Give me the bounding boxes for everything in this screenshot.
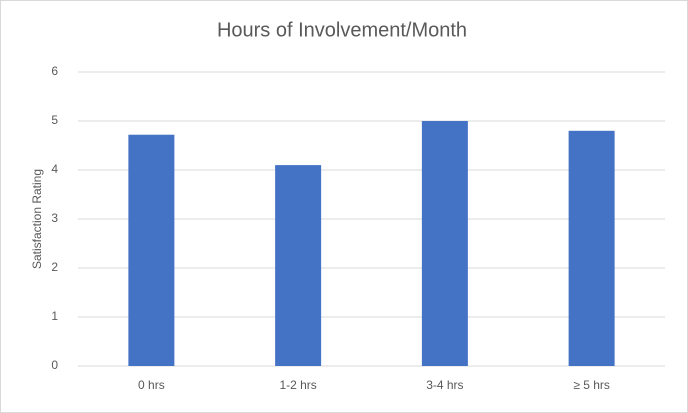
- bar: [275, 165, 322, 366]
- y-tick-label: 2: [51, 260, 58, 274]
- y-axis-label: Satisfaction Rating: [30, 169, 44, 269]
- bar: [128, 134, 175, 366]
- y-tick-label: 4: [51, 162, 58, 176]
- y-tick-label: 5: [51, 113, 58, 127]
- x-tick-label: 3-4 hrs: [426, 378, 463, 392]
- chart-title: Hours of Involvement/Month: [217, 19, 467, 41]
- y-tick-label: 0: [51, 358, 58, 372]
- y-tick-label: 1: [51, 309, 58, 323]
- x-tick-label: 0 hrs: [138, 378, 165, 392]
- y-tick-label: 6: [51, 64, 58, 78]
- bar: [421, 121, 468, 366]
- x-tick-label: ≥ 5 hrs: [573, 378, 610, 392]
- bar: [568, 130, 615, 366]
- y-tick-label: 3: [51, 211, 58, 225]
- x-tick-label: 1-2 hrs: [279, 378, 316, 392]
